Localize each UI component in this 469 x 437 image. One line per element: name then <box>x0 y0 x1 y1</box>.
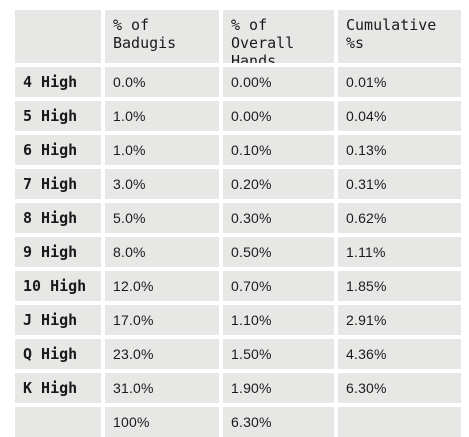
cell-badugis: 31.0% <box>105 373 219 403</box>
cell-badugis: 8.0% <box>105 237 219 267</box>
row-label: 7 High <box>15 169 101 199</box>
cell-overall: 0.30% <box>223 203 334 233</box>
badugi-table: % of Badugis % of Overall Hands Cumulati… <box>15 10 461 437</box>
cell-cumulative: 0.01% <box>338 67 461 97</box>
row-label: 6 High <box>15 135 101 165</box>
cell-cumulative: 1.85% <box>338 271 461 301</box>
total-cumulative <box>338 407 461 437</box>
total-badugis: 100% <box>105 407 219 437</box>
row-label: J High <box>15 305 101 335</box>
cell-badugis: 1.0% <box>105 101 219 131</box>
header-overall-hands: % of Overall Hands <box>223 10 334 63</box>
row-label: 8 High <box>15 203 101 233</box>
totals-label <box>15 407 101 437</box>
cell-badugis: 5.0% <box>105 203 219 233</box>
cell-cumulative: 0.04% <box>338 101 461 131</box>
cell-cumulative: 2.91% <box>338 305 461 335</box>
cell-badugis: 1.0% <box>105 135 219 165</box>
cell-overall: 0.00% <box>223 67 334 97</box>
cell-overall: 1.90% <box>223 373 334 403</box>
cell-badugis: 12.0% <box>105 271 219 301</box>
cell-cumulative: 0.13% <box>338 135 461 165</box>
cell-overall: 0.50% <box>223 237 334 267</box>
row-label: K High <box>15 373 101 403</box>
header-cumulative: Cumulative %s <box>338 10 461 63</box>
row-label: 9 High <box>15 237 101 267</box>
cell-badugis: 3.0% <box>105 169 219 199</box>
cell-cumulative: 0.31% <box>338 169 461 199</box>
cell-overall: 1.50% <box>223 339 334 369</box>
cell-cumulative: 6.30% <box>338 373 461 403</box>
cell-badugis: 0.0% <box>105 67 219 97</box>
cell-cumulative: 1.11% <box>338 237 461 267</box>
cell-overall: 0.20% <box>223 169 334 199</box>
cell-overall: 0.00% <box>223 101 334 131</box>
cell-overall: 1.10% <box>223 305 334 335</box>
total-overall: 6.30% <box>223 407 334 437</box>
cell-overall: 0.10% <box>223 135 334 165</box>
row-label: 10 High <box>15 271 101 301</box>
cell-cumulative: 4.36% <box>338 339 461 369</box>
row-label: 5 High <box>15 101 101 131</box>
cell-badugis: 17.0% <box>105 305 219 335</box>
row-label: 4 High <box>15 67 101 97</box>
cell-badugis: 23.0% <box>105 339 219 369</box>
cell-cumulative: 0.62% <box>338 203 461 233</box>
cell-overall: 0.70% <box>223 271 334 301</box>
row-label: Q High <box>15 339 101 369</box>
header-badugis: % of Badugis <box>105 10 219 63</box>
header-corner-cell <box>15 10 101 63</box>
